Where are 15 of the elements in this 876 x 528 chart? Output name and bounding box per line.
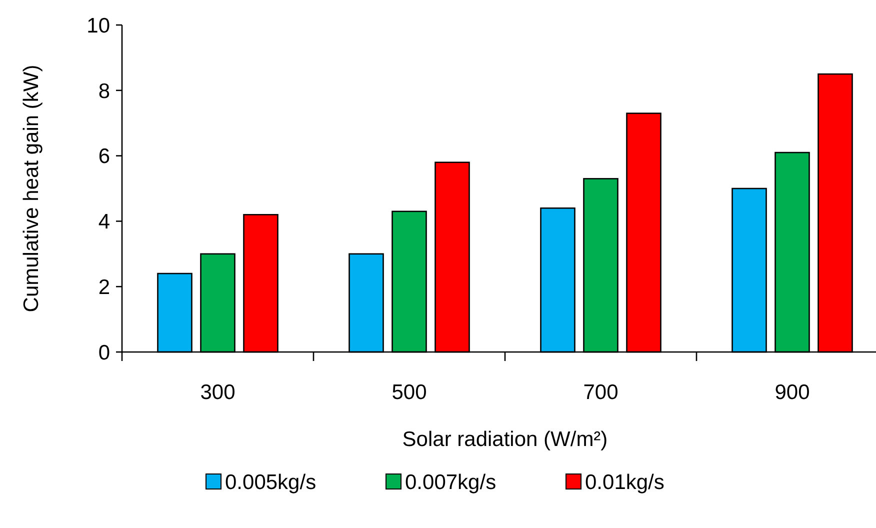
- legend-label: 0.01kg/s: [585, 471, 664, 494]
- y-tick-label: 8: [98, 80, 110, 103]
- x-axis-title: Solar radiation (W/m²): [402, 428, 608, 451]
- y-tick-label: 10: [86, 14, 110, 38]
- legend-label: 0.007kg/s: [405, 471, 496, 494]
- y-axis-title: Cumulative heat gain (kW): [20, 64, 43, 312]
- x-tick-label: 500: [392, 381, 427, 404]
- x-tick-label: 700: [583, 381, 618, 404]
- y-tick-label: 4: [98, 210, 110, 234]
- x-tick-label: 300: [200, 381, 236, 404]
- y-tick-label: 6: [98, 145, 110, 168]
- x-tick-label: 900: [774, 381, 810, 404]
- y-tick-label: 0: [98, 341, 110, 364]
- legend-label: 0.005kg/s: [225, 471, 316, 494]
- y-tick-label: 2: [98, 276, 110, 299]
